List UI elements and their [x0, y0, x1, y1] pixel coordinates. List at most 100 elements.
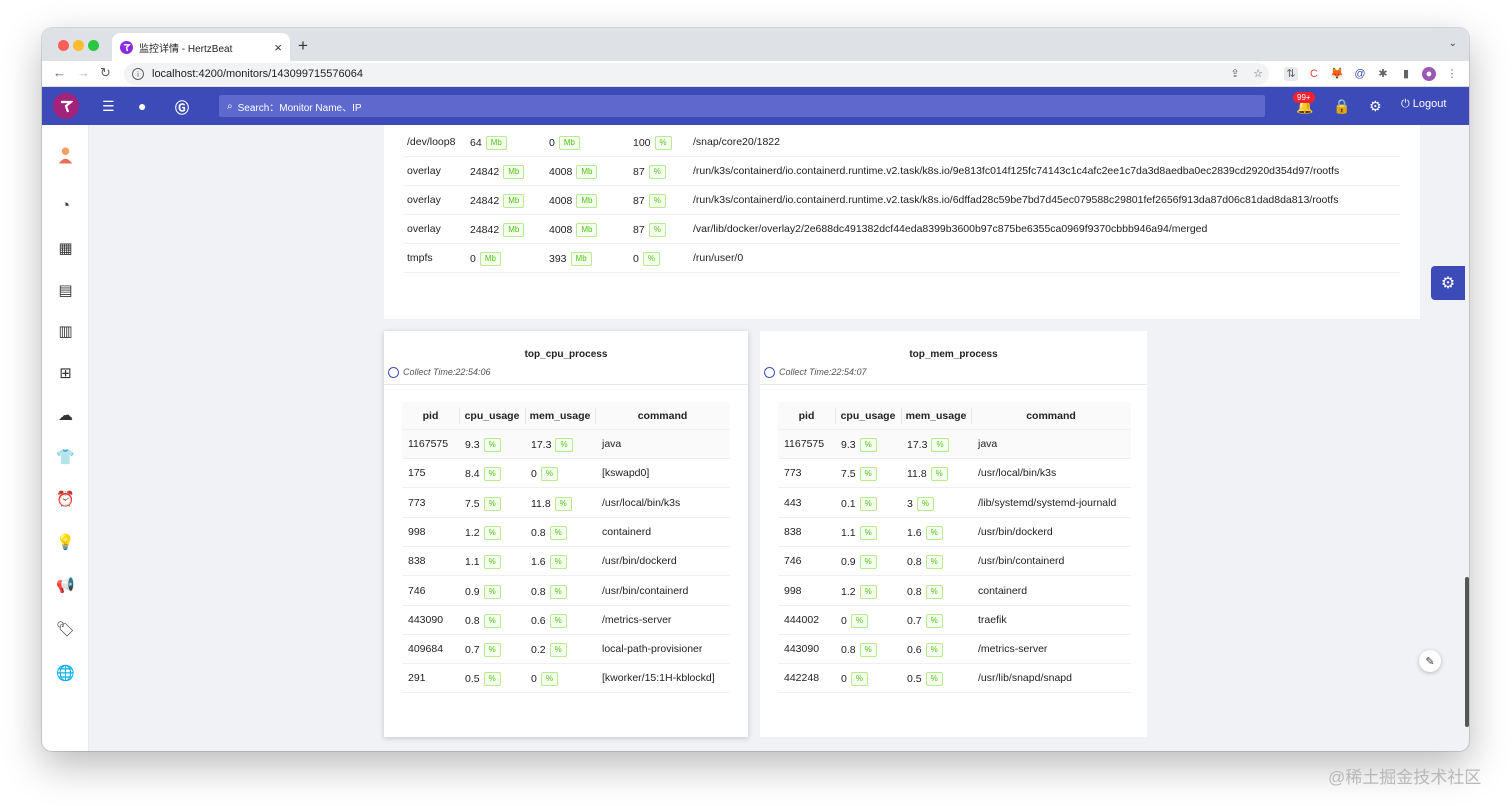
unit-badge: %: [483, 643, 501, 658]
components-icon[interactable]: ⊞: [59, 364, 72, 382]
column-header-command[interactable]: command: [1026, 410, 1076, 422]
extension-sync-icon[interactable]: ⇅: [1284, 67, 1298, 81]
unit-badge: %: [916, 496, 934, 511]
mem-usage-cell: 11.8: [531, 497, 551, 510]
disk-usage: 100: [633, 136, 651, 149]
table-row: 1167575 9.3% 17.3% java: [402, 430, 730, 459]
table-row: 175 8.4% 0% [kswapd0]: [402, 459, 730, 489]
pid-cell: 998: [784, 584, 802, 597]
tag-icon[interactable]: 🏷: [55, 620, 76, 638]
metamask-fox-icon[interactable]: 🦊: [1330, 68, 1344, 80]
disk-name: tmpfs: [407, 252, 433, 264]
pid-cell: 838: [784, 525, 802, 538]
extension-at-icon[interactable]: @: [1354, 68, 1366, 80]
command-cell: traefik: [978, 613, 1007, 626]
alarm-icon[interactable]: ⏰: [56, 490, 75, 508]
back-arrow-icon[interactable]: ←: [53, 65, 66, 80]
browser-tab[interactable]: 监控详情 - HertzBeat ×: [112, 33, 290, 61]
search-input[interactable]: ⌕ Search：Monitor Name、IP: [219, 95, 1265, 117]
bookmark-star-icon[interactable]: ☆: [1253, 68, 1263, 80]
unit-badge: %: [925, 525, 943, 540]
tab-strip: 监控详情 - HertzBeat × + ⌄: [42, 28, 1469, 61]
disk-total: 24842: [470, 165, 500, 178]
column-header-pid[interactable]: pid: [422, 410, 439, 422]
settings-gear-icon[interactable]: ⚙: [1369, 98, 1382, 114]
avatar-icon[interactable]: [56, 145, 75, 164]
command-cell: local-path-provisioner: [602, 643, 703, 656]
dashboard-icon[interactable]: ◔: [60, 197, 71, 214]
column-header-pid[interactable]: pid: [798, 410, 815, 422]
cloud-icon[interactable]: ☁: [58, 406, 73, 424]
cpu-usage-cell: 1.2: [841, 585, 856, 598]
magic-wand-icon: ✎: [1425, 655, 1435, 668]
column-header-mem-usage[interactable]: mem_usage: [905, 410, 967, 422]
lock-icon[interactable]: 🔒: [1333, 98, 1351, 114]
unit-badge: %: [931, 438, 949, 452]
theme-wand-button[interactable]: ✎: [1419, 650, 1441, 672]
unit-badge: %: [549, 613, 567, 628]
extension-c-icon[interactable]: C: [1310, 68, 1318, 80]
disk-usage: 0: [633, 252, 639, 265]
maximize-window-button[interactable]: [88, 40, 99, 51]
menu-fold-icon[interactable]: ☰: [102, 98, 115, 114]
layout-icon[interactable]: ▥: [58, 322, 73, 340]
command-cell: /usr/bin/dockerd: [978, 525, 1053, 538]
new-tab-icon[interactable]: +: [298, 36, 308, 55]
disk-name: overlay: [407, 165, 441, 177]
apps-icon[interactable]: ▦: [58, 239, 73, 257]
shirt-icon[interactable]: 👕: [56, 448, 75, 466]
browser-menu-icon[interactable]: ⋮: [1446, 68, 1458, 80]
settings-drawer-button[interactable]: ⚙: [1431, 266, 1465, 300]
tab-list-chevron-icon[interactable]: ⌄: [1448, 38, 1457, 49]
hertzbeat-logo-icon[interactable]: [53, 93, 79, 119]
reload-icon[interactable]: ↻: [100, 65, 111, 80]
pid-cell: 773: [784, 467, 802, 480]
table-header: pid cpu_usage mem_usage command: [778, 402, 1131, 430]
pid-cell: 746: [408, 584, 426, 597]
command-cell: /usr/bin/dockerd: [602, 555, 677, 568]
close-window-button[interactable]: [58, 40, 69, 51]
gitee-icon[interactable]: Ⓖ: [175, 100, 189, 116]
pid-cell: 443090: [784, 643, 820, 656]
share-icon[interactable]: ⇪: [1230, 68, 1240, 80]
minimize-window-button[interactable]: [73, 40, 84, 51]
bulb-icon[interactable]: 💡: [56, 533, 75, 551]
profile-avatar-icon[interactable]: ●: [1422, 67, 1436, 81]
watermark: @稀土掘金技术社区: [1328, 768, 1482, 787]
mem-usage-cell: 0.2: [531, 643, 546, 656]
unit-badge: %: [859, 438, 877, 452]
page-scrollbar[interactable]: [1465, 577, 1469, 727]
table-row: 291 0.5% 0% [kworker/15:1H-kblockd]: [402, 664, 730, 694]
table-row: 998 1.2% 0.8% containerd: [402, 518, 730, 547]
notification-icon[interactable]: 📢: [56, 576, 75, 594]
table-row: 746 0.9% 0.8%/usr/bin/containerd: [778, 547, 1131, 577]
unit-badge: %: [859, 525, 877, 540]
tab-close-icon[interactable]: ×: [274, 39, 282, 55]
disk-name: overlay: [407, 194, 441, 206]
column-header-command[interactable]: command: [637, 410, 688, 422]
extensions-puzzle-icon[interactable]: ✱: [1378, 68, 1388, 80]
forward-arrow-icon[interactable]: →: [77, 65, 90, 80]
column-header-cpu-usage[interactable]: cpu_usage: [840, 410, 896, 422]
notification-badge: 99+: [1293, 92, 1315, 103]
unit-badge: %: [648, 223, 666, 237]
mem-usage-cell: 0.8: [907, 585, 922, 598]
disk-mount: /var/lib/docker/overlay2/2e688dc491382dc…: [693, 223, 1208, 235]
column-header-mem-usage[interactable]: mem_usage: [529, 410, 591, 422]
site-info-icon[interactable]: i: [132, 68, 144, 80]
unit-badge: Mb: [503, 223, 525, 237]
disk-usage: 87: [633, 194, 645, 207]
server-icon[interactable]: ▤: [58, 281, 73, 299]
unit-badge: Mb: [558, 136, 580, 150]
mem-usage-cell: 17.3: [907, 438, 928, 451]
url-text: localhost:4200/monitors/143099715576064: [152, 68, 363, 80]
side-panel-icon[interactable]: ▮: [1402, 68, 1410, 80]
github-icon[interactable]: ●: [138, 98, 147, 114]
logout-button[interactable]: ⏻ Logout: [1401, 98, 1446, 111]
globe-icon[interactable]: 🌐: [56, 664, 75, 682]
hertzbeat-favicon-icon: [120, 40, 133, 54]
unit-badge: %: [549, 525, 567, 540]
address-bar[interactable]: i localhost:4200/monitors/14309971557606…: [124, 63, 1269, 85]
table-row: 773 7.5% 11.8%/usr/local/bin/k3s: [402, 489, 730, 518]
column-header-cpu-usage[interactable]: cpu_usage: [464, 410, 520, 422]
